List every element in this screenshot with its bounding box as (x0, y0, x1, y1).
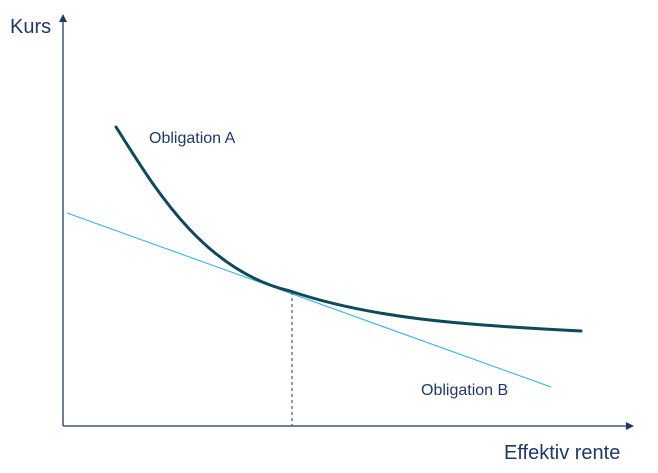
obligation-b-label: Obligation B (421, 382, 508, 399)
obligation-b-line (66, 212, 552, 388)
obligation-a-label: Obligation A (149, 130, 236, 147)
obligation-a-curve (114, 125, 583, 333)
y-axis-title: Kurs (10, 16, 51, 38)
x-axis-title: Effektiv rente (504, 442, 620, 464)
